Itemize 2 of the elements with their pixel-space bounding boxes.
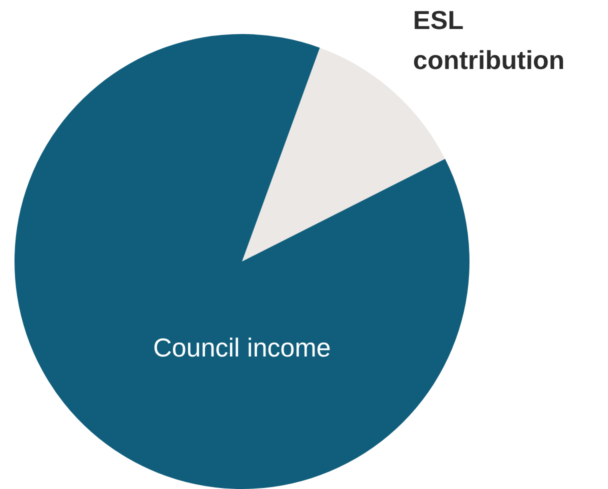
slice-label: Council income [153,332,331,363]
slice-label: ESL contribution [413,5,565,76]
